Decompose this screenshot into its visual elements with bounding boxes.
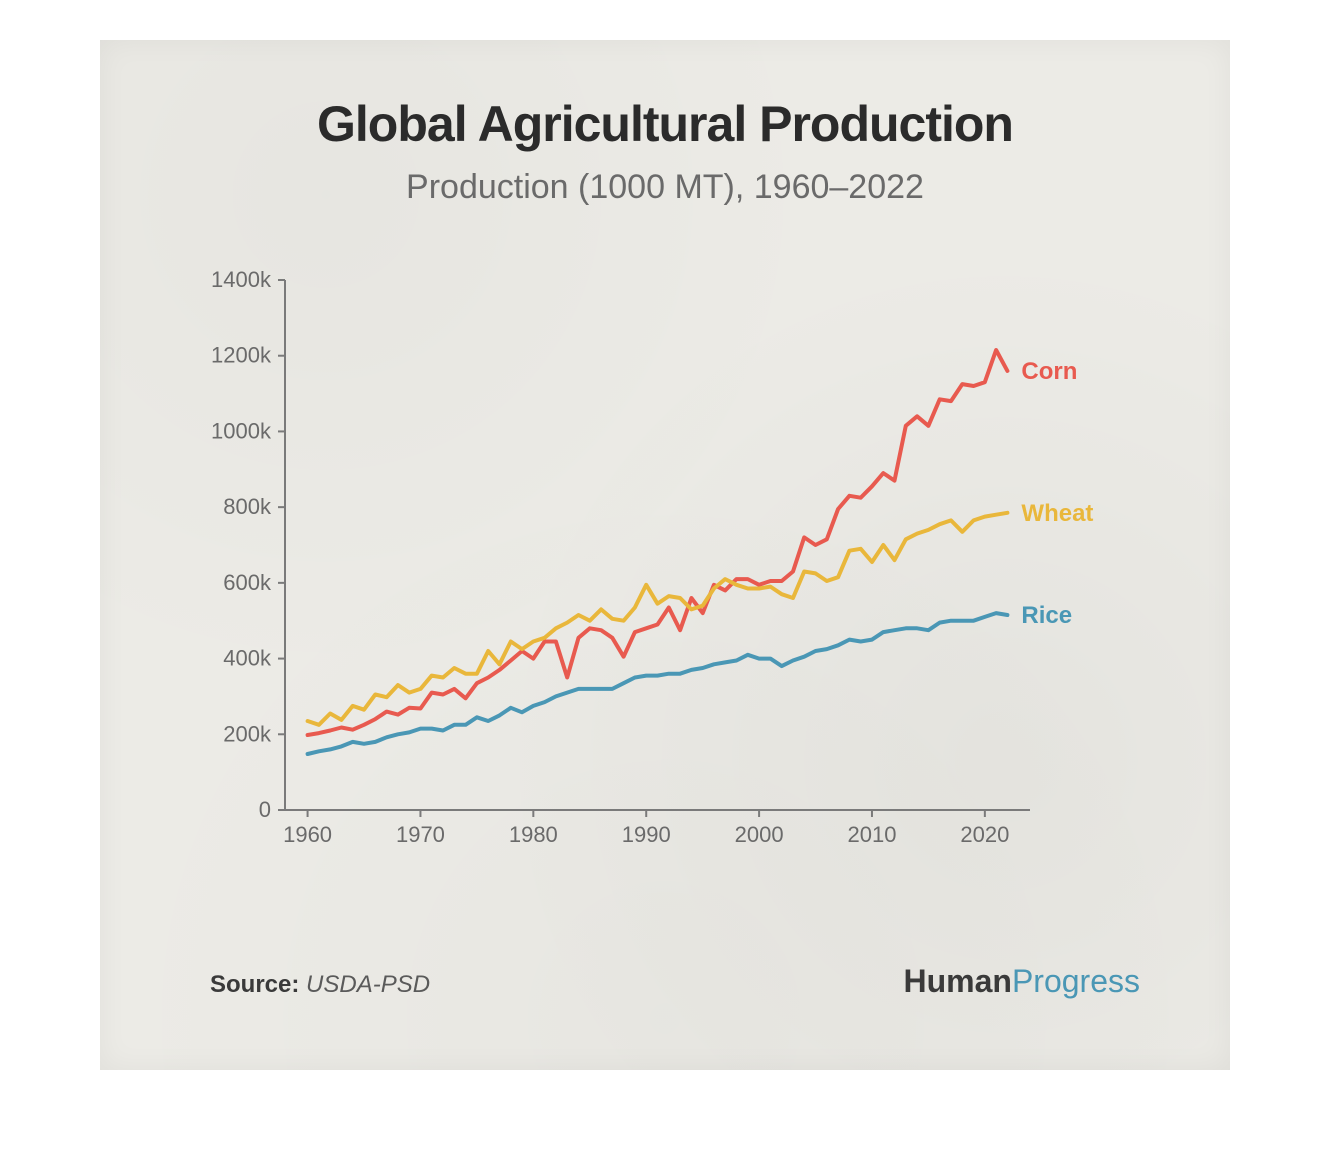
chart-footer: Source: USDA-PSD HumanProgress: [210, 963, 1140, 1000]
y-tick-label: 1200k: [211, 343, 272, 368]
series-rice: [308, 613, 1008, 754]
x-tick-label: 1970: [396, 822, 445, 847]
y-tick-label: 400k: [223, 646, 272, 671]
y-tick-label: 1000k: [211, 418, 272, 443]
series-wheat: [308, 513, 1008, 725]
x-tick-label: 2010: [847, 822, 896, 847]
series-label-wheat: Wheat: [1021, 500, 1093, 527]
chart-card: Global Agricultural Production Productio…: [100, 40, 1230, 1070]
series-label-corn: Corn: [1021, 358, 1077, 385]
y-tick-label: 0: [259, 797, 271, 822]
x-tick-label: 2000: [735, 822, 784, 847]
y-tick-label: 200k: [223, 721, 272, 746]
chart-subtitle: Production (1000 MT), 1960–2022: [100, 168, 1230, 207]
series-label-rice: Rice: [1021, 602, 1072, 629]
source-label: Source:: [210, 971, 299, 998]
source-text: Source: USDA-PSD: [210, 971, 430, 999]
y-tick-label: 1400k: [211, 270, 272, 292]
source-name: USDA-PSD: [306, 971, 430, 998]
x-tick-label: 2020: [960, 822, 1009, 847]
chart-title: Global Agricultural Production: [100, 95, 1230, 153]
x-tick-label: 1980: [509, 822, 558, 847]
brand-logo: HumanProgress: [904, 963, 1141, 1000]
x-tick-label: 1960: [283, 822, 332, 847]
brand-word-2: Progress: [1012, 963, 1140, 999]
y-tick-label: 600k: [223, 570, 272, 595]
line-chart: 0 200k 400k 600k 800k 1000k 1200k 1400k 1960 1970…: [190, 270, 1150, 860]
brand-word-1: Human: [904, 963, 1012, 999]
y-tick-label: 800k: [223, 494, 272, 519]
x-tick-label: 1990: [622, 822, 671, 847]
